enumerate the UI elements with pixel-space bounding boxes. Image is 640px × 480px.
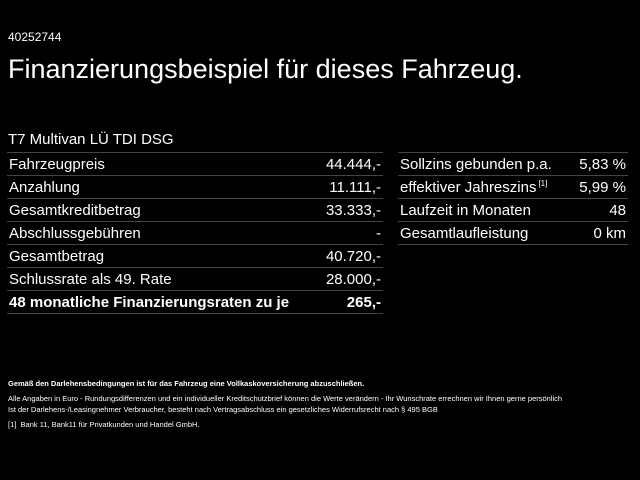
footnote: [1] Bank 11, Bank11 für Privatkunden und…	[8, 420, 200, 429]
table-row: Abschlussgebühren -	[7, 222, 383, 245]
row-label: 48 monatliche Finanzierungsraten zu je	[9, 293, 290, 311]
footnote-text: Bank 11, Bank11 für Privatkunden und Han…	[20, 420, 200, 429]
financing-table: Fahrzeugpreis 44.444,- Anzahlung 11.111,- …	[7, 152, 383, 314]
row-value: 5,83 %	[579, 155, 626, 173]
table-row: Schlussrate als 49. Rate 28.000,-	[7, 268, 383, 291]
disclaimer-line: Alle Angaben in Euro - Rundungsdifferenz…	[8, 394, 563, 403]
row-label: Anzahlung	[9, 178, 80, 196]
table-row: Gesamtlaufleistung 0 km	[398, 222, 628, 245]
table-row: Sollzins gebunden p.a. 5,83 %	[398, 153, 628, 176]
table-row: Fahrzeugpreis 44.444,-	[7, 153, 383, 176]
model-name: T7 Multivan LÜ TDI DSG	[8, 131, 174, 148]
row-label: Sollzins gebunden p.a.	[400, 155, 552, 173]
row-value: 28.000,-	[325, 270, 381, 288]
row-value: 11.111,-	[329, 178, 381, 196]
row-label: Fahrzeugpreis	[9, 155, 105, 173]
row-value: 33.333,-	[325, 201, 381, 219]
row-value: 40.720,-	[325, 247, 381, 265]
table-row: Anzahlung 11.111,-	[7, 176, 383, 199]
row-label: Gesamtbetrag	[9, 247, 105, 265]
page-title: Finanzierungsbeispiel für dieses Fahrzeu…	[8, 54, 523, 84]
footnote-mark: [1]	[8, 420, 17, 429]
table-row: Gesamtkreditbetrag 33.333,-	[7, 199, 383, 222]
row-label: Gesamtkreditbetrag	[9, 201, 141, 219]
table-row-monthly-rate: 48 monatliche Finanzierungsraten zu je 26…	[7, 291, 383, 314]
row-label: effektiver Jahreszins	[400, 178, 537, 196]
row-value: 265,-	[346, 293, 381, 311]
row-label: Gesamtlaufleistung	[400, 224, 529, 242]
row-value: 0 km	[593, 224, 626, 242]
row-value: 5,99 %	[579, 178, 626, 196]
insurance-notice: Gemäß den Darlehensbedingungen ist für d…	[8, 379, 365, 388]
row-label: Abschlussgebühren	[9, 224, 141, 242]
table-row: Gesamtbetrag 40.720,-	[7, 245, 383, 268]
table-row: Laufzeit in Monaten 48	[398, 199, 628, 222]
row-label: Schlussrate als 49. Rate	[9, 270, 172, 288]
interest-table: Sollzins gebunden p.a. 5,83 % effektiver …	[398, 152, 628, 245]
row-value: -	[376, 224, 381, 242]
disclaimer-line: Ist der Darlehens-/Leasingnehmer Verbrau…	[8, 405, 438, 414]
row-value: 48	[609, 201, 626, 219]
row-value: 44.444,-	[325, 155, 381, 173]
row-label: Laufzeit in Monaten	[400, 201, 531, 219]
footnote-mark: [1]	[538, 178, 548, 188]
table-row: effektiver Jahreszins [1] 5,99 %	[398, 176, 628, 199]
vehicle-id: 40252744	[8, 30, 62, 44]
